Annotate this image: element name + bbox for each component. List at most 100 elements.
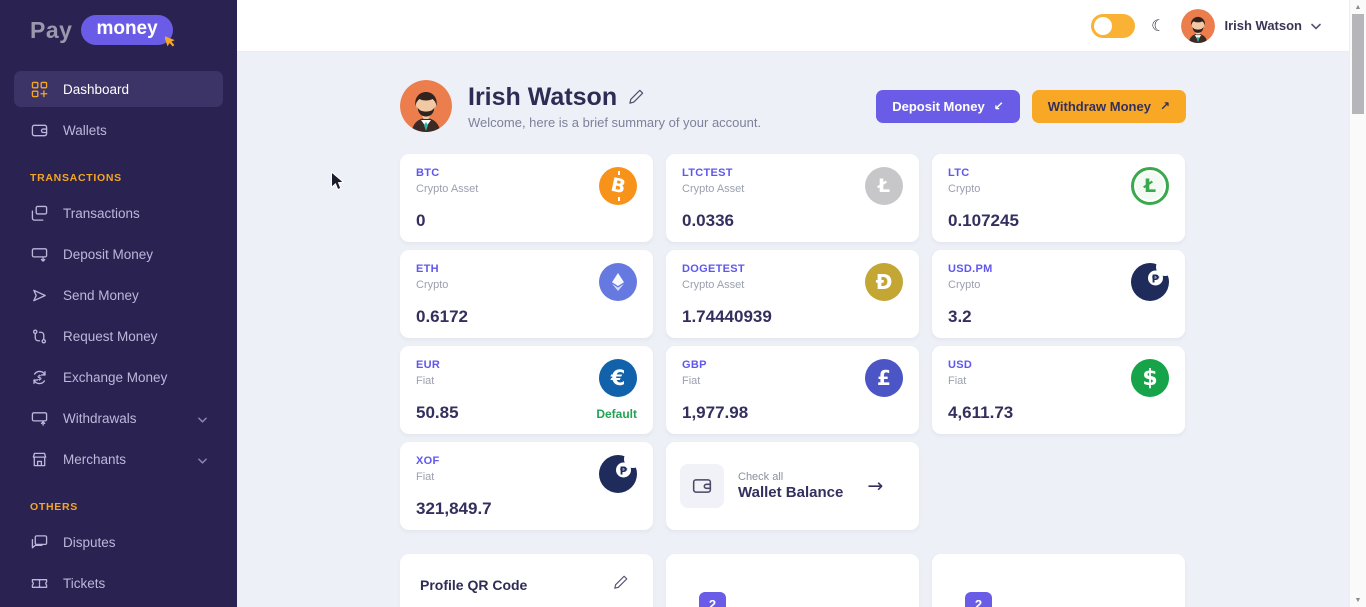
main-content: Irish Watson Welcome, here is a brief su… <box>237 52 1349 607</box>
wallet-card-gbp[interactable]: GBP Fiat 1,977.98 £ <box>666 346 919 434</box>
wallet-card-usdpm[interactable]: USD.PM Crypto 3.2 ₱ <box>932 250 1185 338</box>
wallet-balance-card[interactable]: Check all Wallet Balance → <box>666 442 919 530</box>
count-badge: 2 <box>699 592 726 607</box>
wallet-code: LTC <box>948 167 970 179</box>
wallet-balance: 50.85 <box>416 403 459 422</box>
sidebar-item-send-money[interactable]: Send Money <box>14 277 223 313</box>
wallet-balance: 0.107245 <box>948 211 1019 230</box>
scrollbar-down-arrow[interactable]: ▼ <box>1354 597 1362 604</box>
wallet-balance: 1.74440939 <box>682 307 772 326</box>
topbar-user-name: Irish Watson <box>1224 18 1302 33</box>
wallet-type: Fiat <box>416 375 435 387</box>
default-badge: Default <box>596 407 637 421</box>
wallet-icon <box>30 121 48 139</box>
edit-qr-icon[interactable] <box>613 574 629 595</box>
sidebar-item-wallets[interactable]: Wallets <box>14 112 223 148</box>
wallet-balance: 4,611.73 <box>948 403 1014 422</box>
wallet-card-xof[interactable]: XOF Fiat 321,849.7 ₱ <box>400 442 653 530</box>
svg-text:₱: ₱ <box>620 465 628 478</box>
svg-text:$: $ <box>37 372 42 381</box>
wallet-card-eth[interactable]: ETH Crypto 0.6172 <box>400 250 653 338</box>
deposit-card-icon <box>30 245 48 263</box>
sidebar-item-merchants[interactable]: Merchants <box>14 441 223 477</box>
moon-icon[interactable]: ☾ <box>1151 17 1166 35</box>
profile-qr-title: Profile QR Code <box>420 576 528 593</box>
deposit-money-button[interactable]: Deposit Money ↙ <box>876 89 1020 123</box>
sidebar-item-disputes[interactable]: Disputes <box>14 524 223 560</box>
ticket-icon <box>30 574 48 592</box>
sidebar: Pay money Dashboard Wallets TRANSACTIO <box>0 0 237 607</box>
wallet-card-dogetest[interactable]: DOGETEST Crypto Asset 1.74440939 Đ <box>666 250 919 338</box>
welcome-header: Irish Watson Welcome, here is a brief su… <box>400 80 1186 132</box>
sidebar-item-request-money[interactable]: Request Money <box>14 318 223 354</box>
wallet-type: Fiat <box>948 375 967 387</box>
wallet-code: EUR <box>416 359 441 371</box>
disputes-chat-icon <box>30 533 48 551</box>
topbar: ☾ Irish Watson <box>237 0 1349 52</box>
sidebar-item-withdrawals[interactable]: Withdrawals <box>14 400 223 436</box>
wallet-code: ETH <box>416 263 439 275</box>
brand-cursor-icon <box>163 32 178 54</box>
sidebar-item-transactions[interactable]: Transactions <box>14 195 223 231</box>
withdraw-money-button[interactable]: Withdraw Money ↗ <box>1031 89 1186 123</box>
stat-card[interactable]: 2 <box>666 554 919 607</box>
sidebar-item-deposit-money[interactable]: Deposit Money <box>14 236 223 272</box>
sidebar-item-dashboard[interactable]: Dashboard <box>14 71 223 107</box>
wallet-balance: 0.0336 <box>682 211 734 230</box>
scrollbar-up-arrow[interactable]: ▲ <box>1354 4 1362 11</box>
wallet-balance: 0 <box>416 211 426 230</box>
arrow-right-icon: → <box>867 475 884 497</box>
litecoin-icon: Ł <box>1131 167 1169 205</box>
wallet-icon <box>680 464 724 508</box>
request-arrows-icon <box>30 327 48 345</box>
svg-text:₱: ₱ <box>1152 273 1160 286</box>
withdrawals-card-icon <box>30 409 48 427</box>
arrow-up-right-icon: ↗ <box>1159 99 1170 113</box>
brand-money-text: money <box>96 18 158 39</box>
sidebar-nav: Dashboard Wallets TRANSACTIONS Transacti… <box>0 45 237 601</box>
sidebar-item-label: Deposit Money <box>63 246 154 262</box>
dogecoin-icon: Đ <box>865 263 903 301</box>
wallet-card-ltctest[interactable]: LTCTEST Crypto Asset 0.0336 Ł <box>666 154 919 242</box>
sidebar-item-label: Dashboard <box>63 81 130 97</box>
chevron-down-icon <box>198 411 207 426</box>
deposit-money-label: Deposit Money <box>892 98 985 114</box>
brand-money-pill: money <box>81 15 175 47</box>
wallet-balance: 321,849.7 <box>416 499 492 518</box>
transactions-icon <box>30 204 48 222</box>
stat-card[interactable]: 2 <box>932 554 1185 607</box>
user-menu[interactable]: Irish Watson <box>1181 8 1321 43</box>
wallet-type: Crypto Asset <box>682 183 745 195</box>
wallet-type: Fiat <box>416 471 435 483</box>
sidebar-item-label: Withdrawals <box>63 410 137 426</box>
wallet-balance-check-all: Check all <box>738 471 784 483</box>
profile-qr-card[interactable]: Profile QR Code <box>400 554 653 607</box>
wallet-code: BTC <box>416 167 440 179</box>
wallet-code: USD <box>948 359 973 371</box>
bitcoin-glyph: B <box>608 173 628 199</box>
wallet-card-usd[interactable]: USD Fiat 4,611.73 $ <box>932 346 1185 434</box>
ethereum-icon <box>599 263 637 301</box>
scrollbar[interactable]: ▲ ▼ <box>1349 0 1366 607</box>
edit-profile-icon[interactable] <box>628 83 645 112</box>
profile-avatar <box>400 80 452 132</box>
scrollbar-thumb[interactable] <box>1352 14 1364 114</box>
pound-icon: £ <box>865 359 903 397</box>
theme-toggle[interactable] <box>1091 13 1136 38</box>
sidebar-section-others: OTHERS <box>30 501 78 513</box>
wallet-type: Crypto Asset <box>416 183 479 195</box>
euro-icon: € <box>599 359 637 397</box>
arrow-down-left-icon: ↙ <box>993 99 1004 113</box>
bitcoin-icon: B <box>599 167 637 205</box>
wallet-card-btc[interactable]: BTC Crypto Asset 0 B <box>400 154 653 242</box>
wallet-code: DOGETEST <box>682 263 745 275</box>
sidebar-item-tickets[interactable]: Tickets <box>14 565 223 601</box>
wallet-card-ltc[interactable]: LTC Crypto 0.107245 Ł <box>932 154 1185 242</box>
welcome-subtitle: Welcome, here is a brief summary of your… <box>468 114 762 130</box>
brand-logo[interactable]: Pay money <box>0 0 237 47</box>
sidebar-item-exchange-money[interactable]: $ Exchange Money <box>14 359 223 395</box>
wallet-code: LTCTEST <box>682 167 733 179</box>
wallet-card-eur[interactable]: EUR Fiat 50.85 Default € <box>400 346 653 434</box>
wallet-grid: BTC Crypto Asset 0 B LTCTEST Crypto Asse… <box>400 154 1186 530</box>
